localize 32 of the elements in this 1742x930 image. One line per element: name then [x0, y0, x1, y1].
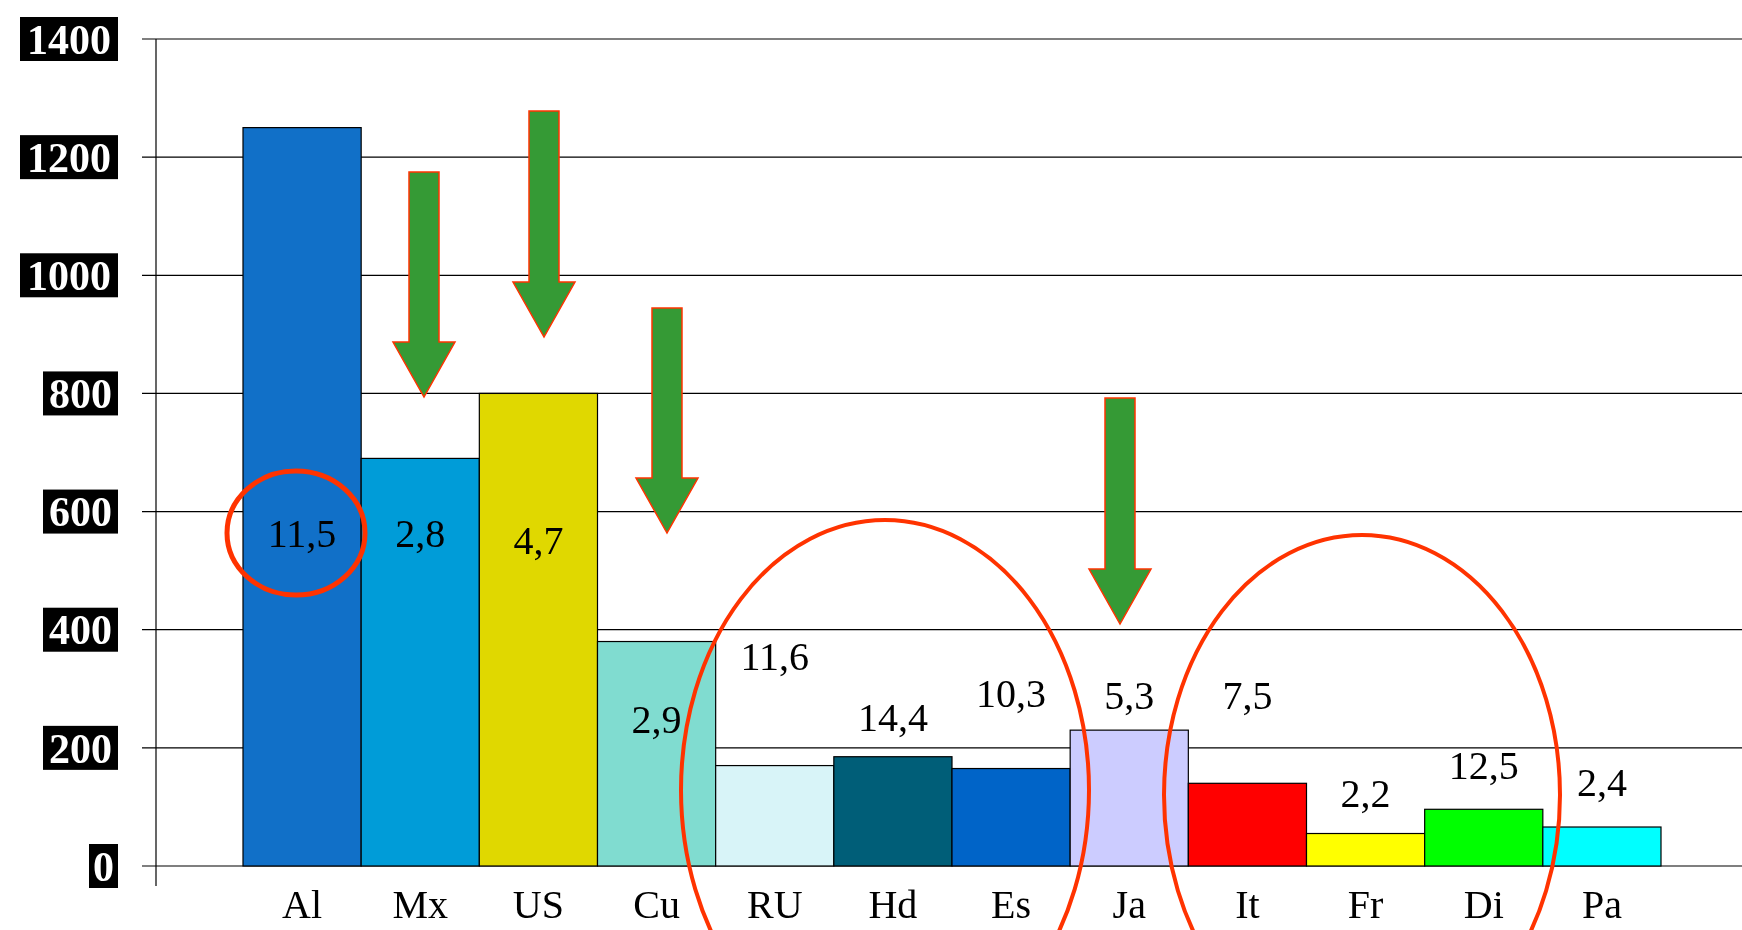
- x-tick-label: Fr: [1347, 882, 1384, 927]
- x-tick-label: It: [1235, 882, 1260, 927]
- annotation: 2,9: [631, 697, 682, 742]
- x-tick-label: RU: [746, 882, 803, 927]
- x-tick-label: Di: [1463, 882, 1504, 927]
- y-tick-label: 0: [93, 843, 114, 890]
- annotation: 10,3: [976, 671, 1047, 716]
- annotation: 2,8: [395, 511, 446, 556]
- annotation: 2,2: [1340, 771, 1391, 816]
- y-tick-label: 1000: [27, 252, 111, 299]
- annotation: 14,4: [857, 695, 928, 740]
- y-tick-label: 600: [49, 489, 112, 536]
- annotation: 5,3: [1104, 673, 1155, 718]
- y-tick-label: 1200: [27, 134, 111, 181]
- annotation: 12,5: [1448, 743, 1519, 788]
- x-tick-label: Cu: [633, 882, 680, 927]
- x-tick-label: Es: [991, 882, 1032, 927]
- annotation: 11,5: [267, 511, 337, 556]
- annotation: 2,4: [1576, 760, 1627, 805]
- x-tick-label: Pa: [1581, 882, 1623, 927]
- x-tick-label: Hd: [868, 882, 918, 927]
- x-tick-label: US: [512, 882, 564, 927]
- annotation: 11,6: [740, 634, 810, 679]
- x-tick-label: Al: [282, 882, 323, 927]
- y-tick-label: 200: [49, 725, 112, 772]
- x-tick-label: Ja: [1112, 882, 1147, 927]
- x-tick-label: Mx: [392, 882, 449, 927]
- y-tick-label: 400: [49, 607, 112, 654]
- annotation: 7,5: [1222, 673, 1273, 718]
- y-tick-label: 800: [49, 371, 112, 418]
- y-tick-label: 1400: [27, 16, 111, 63]
- annotation: 4,7: [513, 518, 564, 563]
